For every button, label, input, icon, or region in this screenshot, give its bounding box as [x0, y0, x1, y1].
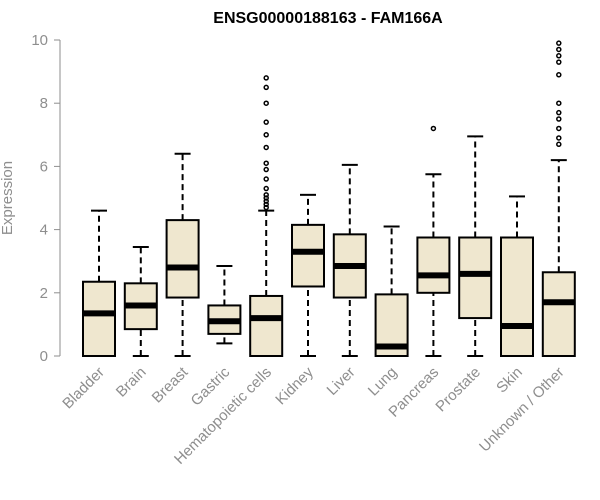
x-category-label: Skin [493, 364, 526, 397]
iqr-box [249, 294, 284, 357]
y-tick-label: 0 [40, 348, 48, 365]
iqr-box [541, 271, 576, 358]
box-lung [374, 225, 409, 358]
outlier-point [263, 198, 269, 204]
outlier-point [556, 59, 562, 65]
outlier-point [556, 116, 562, 122]
y-axis-label: Expression [0, 161, 16, 235]
y-tick-label: 8 [40, 95, 48, 112]
box-kidney [291, 193, 325, 357]
outlier-point [263, 192, 269, 198]
x-category-label: Kidney [272, 363, 317, 408]
iqr-box [165, 219, 200, 299]
y-tick-label: 2 [40, 285, 48, 302]
box-liver [332, 163, 367, 357]
y-axis: 0 2 4 6 8 10 [31, 32, 61, 365]
outlier-point [556, 109, 562, 116]
box-unknown-other [541, 40, 576, 358]
outlier-point [263, 75, 269, 81]
x-category-label: Bladder [59, 364, 108, 413]
outlier-point [263, 176, 269, 182]
y-tick-label: 10 [31, 32, 48, 49]
outlier-point [263, 100, 269, 106]
outlier-point [556, 72, 562, 78]
x-category-label: Breast [149, 363, 192, 406]
iqr-box [291, 223, 325, 288]
outlier-point [263, 185, 269, 192]
box-brain [123, 245, 158, 357]
outlier-point [263, 195, 269, 201]
outlier-point [556, 141, 562, 148]
outlier-point [556, 100, 562, 106]
outlier-point [263, 144, 269, 151]
box-prostate [458, 135, 493, 357]
outlier-point [263, 160, 269, 166]
outlier-point [263, 132, 269, 138]
outlier-point [556, 53, 562, 59]
box-breast [165, 152, 200, 357]
box-pancreas [416, 125, 451, 357]
outlier-point [556, 46, 562, 53]
outlier-point [556, 135, 562, 141]
x-category-label: Liver [324, 364, 359, 399]
iqr-box [458, 236, 493, 320]
iqr-box [416, 236, 451, 294]
box-hematopoietic-cells [249, 75, 284, 357]
box-bladder [82, 209, 116, 357]
y-tick-label: 6 [40, 158, 48, 175]
x-category-label: Brain [113, 364, 150, 401]
outlier-point [556, 125, 562, 132]
outlier-point [263, 119, 269, 125]
outlier-point [263, 166, 269, 173]
iqr-box [500, 236, 534, 357]
boxes [82, 40, 576, 358]
box-gastric [207, 264, 242, 345]
x-category-label: Prostate [432, 364, 484, 416]
y-tick-label: 4 [40, 222, 48, 239]
outlier-point [263, 84, 269, 91]
outlier-point [263, 201, 269, 208]
outlier-point [263, 204, 269, 211]
x-category-label: Lung [365, 364, 401, 400]
box-skin [500, 195, 534, 357]
outlier-point [556, 40, 562, 46]
outlier-point [430, 125, 437, 132]
chart-title: ENSG00000188163 - FAM166A [213, 10, 443, 27]
iqr-box [82, 280, 116, 357]
